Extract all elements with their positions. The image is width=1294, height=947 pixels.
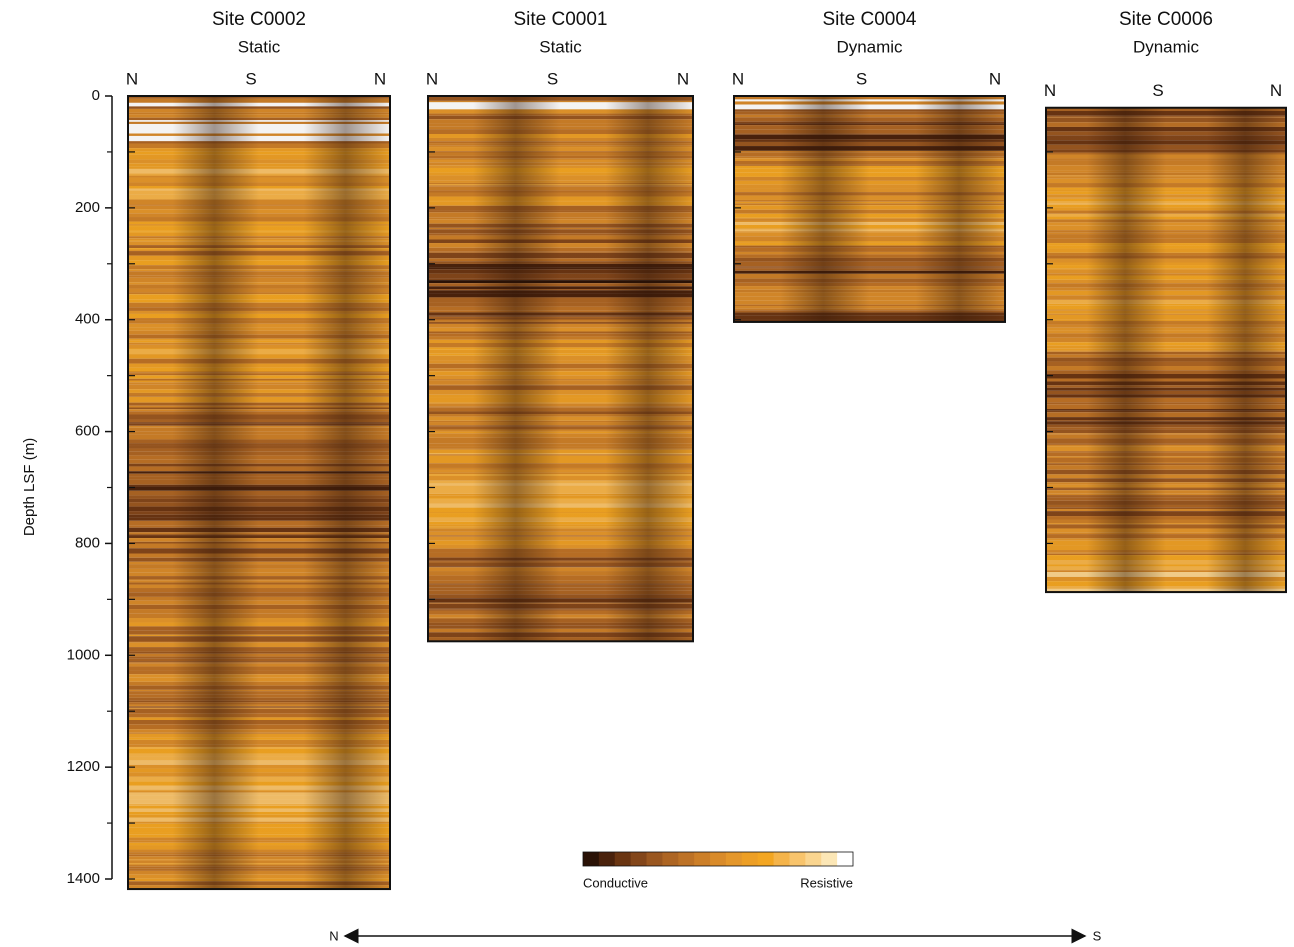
panel-title: Site C0002	[212, 9, 306, 30]
compass-label: N	[1044, 81, 1056, 100]
colorbar-swatch	[662, 852, 678, 866]
panel-subtitle: Dynamic	[836, 37, 903, 56]
panel-subtitle: Static	[539, 37, 582, 56]
y-tick-label: 800	[75, 534, 100, 551]
resistivity-image	[734, 96, 1005, 322]
compass-label: N	[1270, 81, 1282, 100]
compass-label: N	[989, 69, 1001, 88]
panel-title: Site C0004	[822, 9, 916, 30]
direction-right: S	[1093, 928, 1102, 943]
y-tick-label: 1200	[67, 758, 100, 775]
colorbar-swatch	[742, 852, 758, 866]
compass-label: N	[126, 69, 138, 88]
y-axis-label: Depth LSF (m)	[21, 438, 38, 536]
y-tick-label: 200	[75, 199, 100, 216]
resistivity-image	[1046, 108, 1286, 592]
colorbar-swatch	[599, 852, 615, 866]
colorbar-swatch	[837, 852, 853, 866]
direction-left: N	[329, 928, 338, 943]
colorbar-swatch	[805, 852, 821, 866]
colorbar-low-label: Conductive	[583, 875, 648, 890]
colorbar-swatch	[694, 852, 710, 866]
panel-subtitle: Static	[238, 37, 281, 56]
image-shading	[734, 96, 1005, 322]
image-shading	[128, 96, 390, 889]
colorbar-swatch	[821, 852, 837, 866]
compass-label: S	[1152, 81, 1163, 100]
resistivity-image	[128, 96, 390, 889]
compass-label: S	[245, 69, 256, 88]
image-shading	[1046, 108, 1286, 592]
colorbar-swatch	[789, 852, 805, 866]
y-tick-label: 1400	[67, 870, 100, 887]
compass-label: N	[732, 69, 744, 88]
colorbar-high-label: Resistive	[800, 875, 853, 890]
panel-subtitle: Dynamic	[1133, 37, 1200, 56]
compass-label: N	[426, 69, 438, 88]
image-shading	[428, 96, 693, 641]
y-tick-label: 1000	[67, 646, 100, 663]
y-tick-label: 400	[75, 311, 100, 328]
compass-label: N	[374, 69, 386, 88]
panel-title: Site C0006	[1119, 9, 1213, 30]
resistivity-image	[428, 96, 693, 641]
y-tick-label: 0	[92, 87, 100, 104]
colorbar-swatch	[631, 852, 647, 866]
colorbar-swatch	[583, 852, 599, 866]
y-tick-label: 600	[75, 423, 100, 440]
colorbar-swatch	[726, 852, 742, 866]
compass-label: S	[856, 69, 867, 88]
colorbar-swatch	[710, 852, 726, 866]
colorbar-swatch	[758, 852, 774, 866]
colorbar-swatch	[774, 852, 790, 866]
colorbar-swatch	[678, 852, 694, 866]
colorbar-swatch	[647, 852, 663, 866]
panel-title: Site C0001	[513, 9, 607, 30]
colorbar-swatch	[615, 852, 631, 866]
figure: Depth LSF (m) N S 0 200 400 600 800 1000 1200 1…	[0, 0, 1294, 947]
compass-label: S	[547, 69, 558, 88]
compass-label: N	[677, 69, 689, 88]
